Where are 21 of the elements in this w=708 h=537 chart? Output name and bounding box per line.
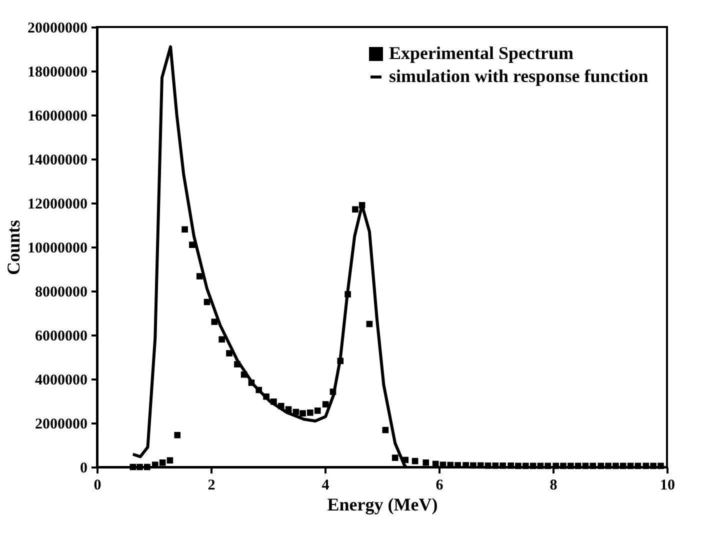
y-tick-label: 12000000 — [28, 196, 88, 212]
y-tick-label: 2000000 — [35, 416, 88, 432]
y-tick-label: 14000000 — [28, 152, 88, 168]
y-tick-label: 10000000 — [28, 240, 88, 256]
x-tick-label: 4 — [322, 478, 330, 494]
x-tick-label: 0 — [94, 478, 102, 494]
y-tick-label: 8000000 — [35, 284, 88, 300]
x-tick-label: 6 — [436, 478, 444, 494]
y-tick-label: 20000000 — [28, 20, 88, 36]
x-tick-label: 2 — [208, 478, 216, 494]
legend-label: simulation with response function — [389, 66, 648, 86]
y-tick-label: 16000000 — [28, 108, 88, 124]
y-tick-label: 6000000 — [35, 328, 88, 344]
y-tick-label: 18000000 — [28, 64, 88, 80]
y-axis-title: Counts — [4, 220, 24, 276]
x-axis-title: Energy (MeV) — [327, 494, 438, 514]
y-tick-label: 0 — [80, 460, 88, 476]
x-tick-label: 8 — [550, 478, 558, 494]
legend-label: Experimental Spectrum — [389, 43, 574, 63]
y-tick-label: 4000000 — [35, 372, 88, 388]
x-tick-label: 10 — [660, 478, 675, 494]
